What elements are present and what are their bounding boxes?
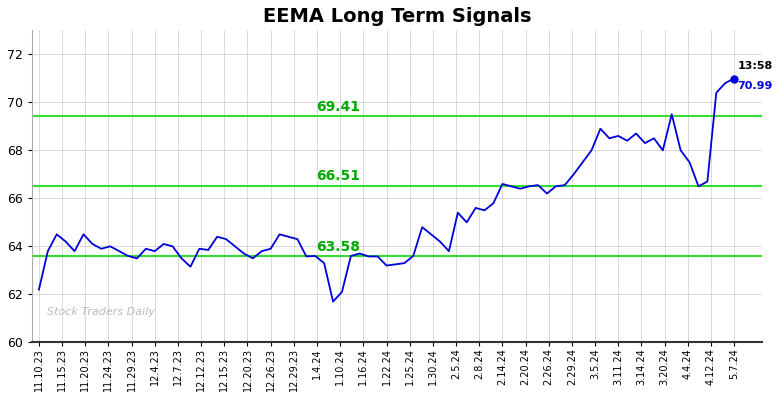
Title: EEMA Long Term Signals: EEMA Long Term Signals xyxy=(263,7,532,26)
Text: 13:58: 13:58 xyxy=(738,61,773,71)
Text: 63.58: 63.58 xyxy=(316,240,360,254)
Text: Stock Traders Daily: Stock Traders Daily xyxy=(46,307,154,318)
Text: 66.51: 66.51 xyxy=(316,169,360,183)
Text: 70.99: 70.99 xyxy=(738,81,773,91)
Text: 69.41: 69.41 xyxy=(316,100,360,113)
